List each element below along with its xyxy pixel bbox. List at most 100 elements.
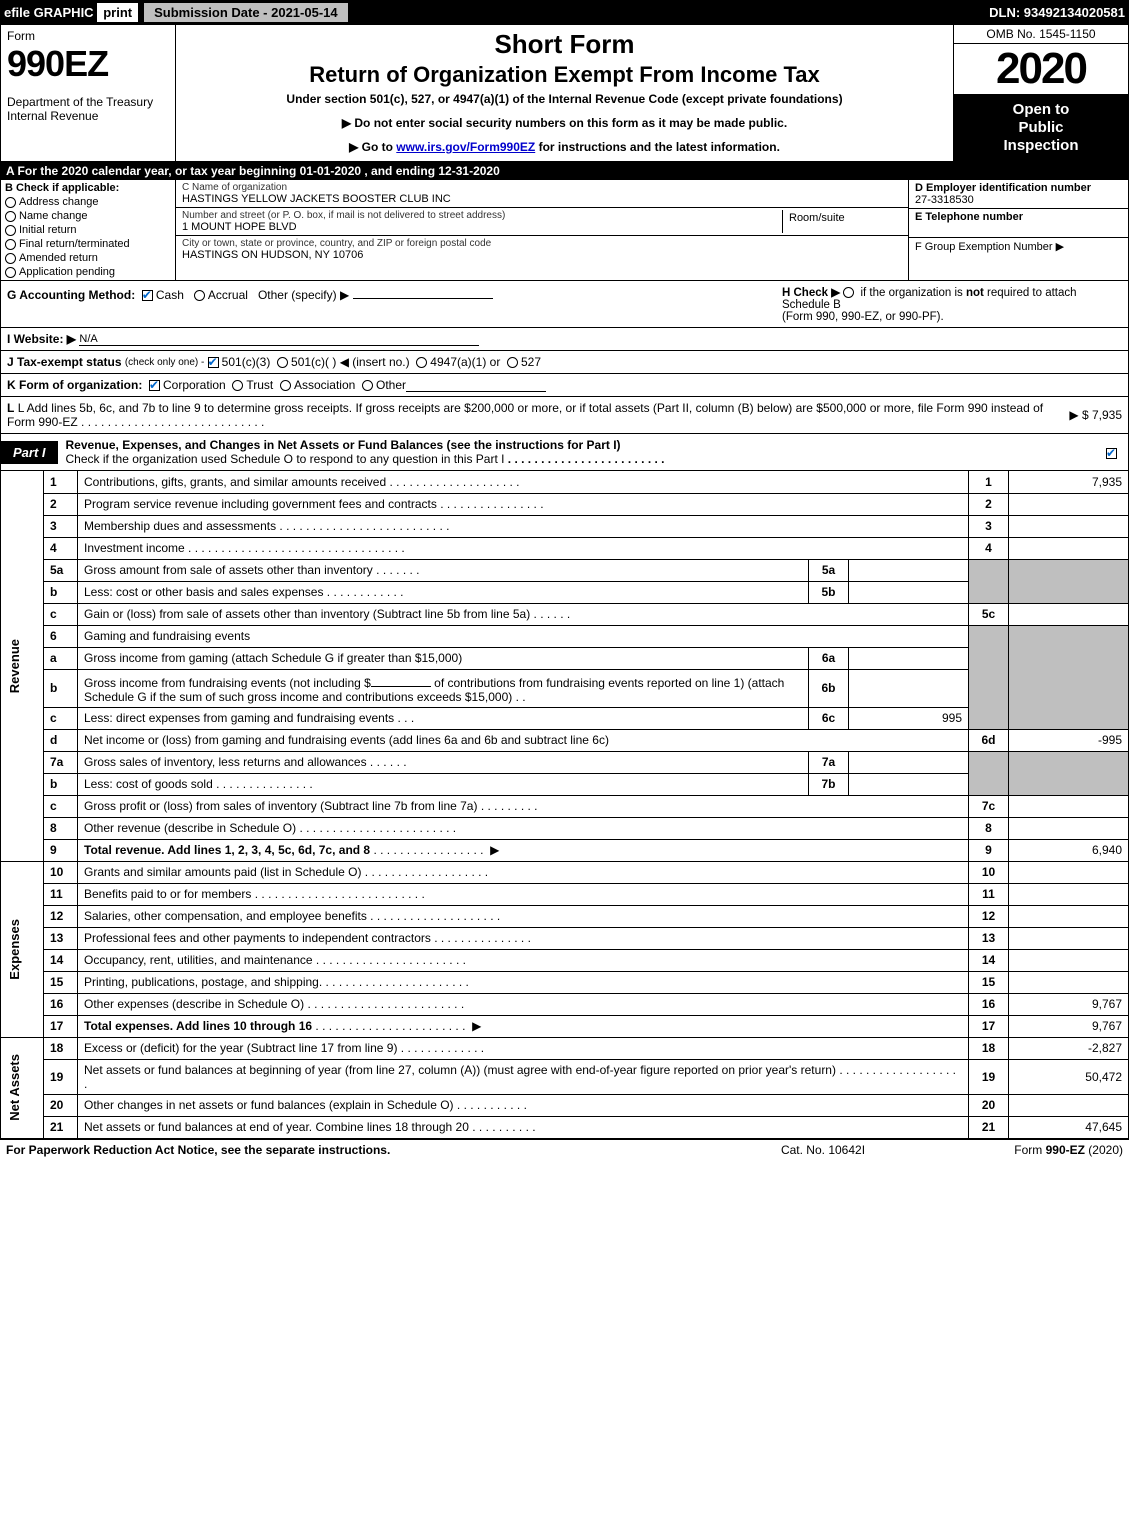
name-change-option[interactable]: Name change — [5, 210, 171, 222]
amended-return-option[interactable]: Amended return — [5, 252, 171, 264]
line-1: Revenue 1 Contributions, gifts, grants, … — [1, 471, 1129, 493]
section-l: L L Add lines 5b, 6c, and 7b to line 9 t… — [0, 397, 1129, 434]
initial-return-option[interactable]: Initial return — [5, 224, 171, 236]
open-line2: Public — [958, 119, 1124, 137]
return-title: Return of Organization Exempt From Incom… — [182, 62, 947, 88]
instr2-post: for instructions and the latest informat… — [535, 140, 780, 154]
line-14: 14 Occupancy, rent, utilities, and maint… — [1, 949, 1129, 971]
line-5a: 5a Gross amount from sale of assets othe… — [1, 559, 1129, 581]
city-label: City or town, state or province, country… — [182, 238, 902, 249]
form-org-label: K Form of organization: — [7, 378, 142, 392]
line-10: Expenses 10 Grants and similar amounts p… — [1, 861, 1129, 883]
telephone-cell: E Telephone number — [909, 209, 1128, 238]
line-8: 8 Other revenue (describe in Schedule O)… — [1, 817, 1129, 839]
dept-treasury: Department of the Treasury — [7, 95, 169, 109]
section-b: B Check if applicable: Address change Na… — [1, 180, 176, 280]
info-grid: B Check if applicable: Address change Na… — [0, 180, 1129, 281]
header-right: OMB No. 1545-1150 2020 Open to Public In… — [953, 25, 1128, 161]
paperwork-notice: For Paperwork Reduction Act Notice, see … — [6, 1143, 723, 1157]
part-1-title: Revenue, Expenses, and Changes in Net As… — [58, 434, 1106, 470]
part-1-table: Revenue 1 Contributions, gifts, grants, … — [0, 471, 1129, 1139]
address-cell: Number and street (or P. O. box, if mail… — [176, 208, 908, 236]
line-9: 9 Total revenue. Add lines 1, 2, 3, 4, 5… — [1, 839, 1129, 861]
open-line1: Open to — [958, 101, 1124, 119]
ein-label: D Employer identification number — [915, 182, 1122, 194]
section-a: A For the 2020 calendar year, or tax yea… — [0, 162, 1129, 180]
section-d: D Employer identification number 27-3318… — [908, 180, 1128, 280]
section-h-text2: (Form 990, 990-EZ, or 990-PF). — [782, 311, 944, 323]
website-label: I Website: ▶ — [7, 332, 76, 346]
line-21-amount: 47,645 — [1009, 1116, 1129, 1138]
tax-exempt-label: J Tax-exempt status — [7, 355, 122, 369]
other-org-radio[interactable] — [362, 380, 373, 391]
schedule-o-checkmark — [1106, 444, 1128, 460]
line-6a: a Gross income from gaming (attach Sched… — [1, 647, 1129, 669]
line-6: 6 Gaming and fundraising events — [1, 625, 1129, 647]
line-19-amount: 50,472 — [1009, 1059, 1129, 1094]
cash-checkbox[interactable] — [142, 290, 153, 301]
line-1-amount: 7,935 — [1009, 471, 1129, 493]
addr-change-option[interactable]: Address change — [5, 196, 171, 208]
page-footer: For Paperwork Reduction Act Notice, see … — [0, 1139, 1129, 1160]
line-20: 20 Other changes in net assets or fund b… — [1, 1094, 1129, 1116]
line-2: 2 Program service revenue including gove… — [1, 493, 1129, 515]
section-k: K Form of organization: Corporation Trus… — [0, 374, 1129, 397]
schedule-b-radio[interactable] — [843, 287, 854, 298]
submission-date: Submission Date - 2021-05-14 — [144, 3, 348, 22]
line-21: 21 Net assets or fund balances at end of… — [1, 1116, 1129, 1138]
section-c: C Name of organization HASTINGS YELLOW J… — [176, 180, 908, 280]
tax-year: 2020 — [954, 44, 1128, 95]
final-return-option[interactable]: Final return/terminated — [5, 238, 171, 250]
line-15: 15 Printing, publications, postage, and … — [1, 971, 1129, 993]
application-pending-option[interactable]: Application pending — [5, 266, 171, 278]
line-7c: c Gross profit or (loss) from sales of i… — [1, 795, 1129, 817]
501c-radio[interactable] — [277, 357, 288, 368]
room-label: Room/suite — [789, 212, 845, 224]
line-16: 16 Other expenses (describe in Schedule … — [1, 993, 1129, 1015]
line-18: Net Assets 18 Excess or (deficit) for th… — [1, 1037, 1129, 1059]
trust-radio[interactable] — [232, 380, 243, 391]
org-name-value: HASTINGS YELLOW JACKETS BOOSTER CLUB INC — [182, 193, 902, 205]
revenue-sidebar: Revenue — [1, 471, 44, 861]
section-j: J Tax-exempt status (check only one) - 5… — [0, 351, 1129, 374]
dln-label: DLN: 93492134020581 — [989, 5, 1125, 20]
line-17: 17 Total expenses. Add lines 10 through … — [1, 1015, 1129, 1037]
line-6d-amount: -995 — [1009, 729, 1129, 751]
room-suite-cell: Room/suite — [782, 210, 902, 233]
part-1-header: Part I Revenue, Expenses, and Changes in… — [0, 434, 1129, 471]
part-1-check-note: Check if the organization used Schedule … — [66, 452, 505, 466]
other-specify-input[interactable] — [353, 285, 493, 299]
other-org-input[interactable] — [406, 378, 546, 392]
line-7b: b Less: cost of goods sold . . . . . . .… — [1, 773, 1129, 795]
gross-receipts-amount: ▶ $ 7,935 — [1069, 408, 1122, 422]
ein-cell: D Employer identification number 27-3318… — [909, 180, 1128, 209]
print-button[interactable]: print — [97, 3, 138, 22]
line-6b: b Gross income from fundraising events (… — [1, 669, 1129, 707]
section-h-label: H Check ▶ — [782, 287, 840, 299]
address-value: 1 MOUNT HOPE BLVD — [182, 221, 782, 233]
form-ref: Form 990-EZ (2020) — [923, 1143, 1123, 1157]
org-name-cell: C Name of organization HASTINGS YELLOW J… — [176, 180, 908, 208]
line-6c-subvalue: 995 — [849, 707, 969, 729]
header-center: Short Form Return of Organization Exempt… — [176, 25, 953, 161]
line-5c: c Gain or (loss) from sale of assets oth… — [1, 603, 1129, 625]
line-3: 3 Membership dues and assessments . . . … — [1, 515, 1129, 537]
group-exemption-cell: F Group Exemption Number ▶ — [909, 238, 1128, 255]
fundraising-amount-input[interactable] — [371, 673, 431, 687]
accrual-radio[interactable] — [194, 290, 205, 301]
association-radio[interactable] — [280, 380, 291, 391]
line-5b: b Less: cost or other basis and sales ex… — [1, 581, 1129, 603]
corporation-checkbox[interactable] — [149, 380, 160, 391]
irs-link[interactable]: www.irs.gov/Form990EZ — [396, 140, 535, 154]
group-exemption-label: F Group Exemption Number ▶ — [915, 240, 1122, 253]
4947a1-radio[interactable] — [416, 357, 427, 368]
527-radio[interactable] — [507, 357, 518, 368]
instr2-pre: ▶ Go to — [349, 140, 396, 154]
501c3-checkbox[interactable] — [208, 357, 219, 368]
accounting-method-label: G Accounting Method: — [7, 288, 135, 302]
top-bar: efile GRAPHIC print Submission Date - 20… — [0, 0, 1129, 24]
line-9-amount: 6,940 — [1009, 839, 1129, 861]
tax-exempt-note: (check only one) - — [125, 357, 204, 368]
header-left: Form 990EZ Department of the Treasury In… — [1, 25, 176, 161]
section-g: G Accounting Method: Cash Accrual Other … — [7, 285, 782, 302]
